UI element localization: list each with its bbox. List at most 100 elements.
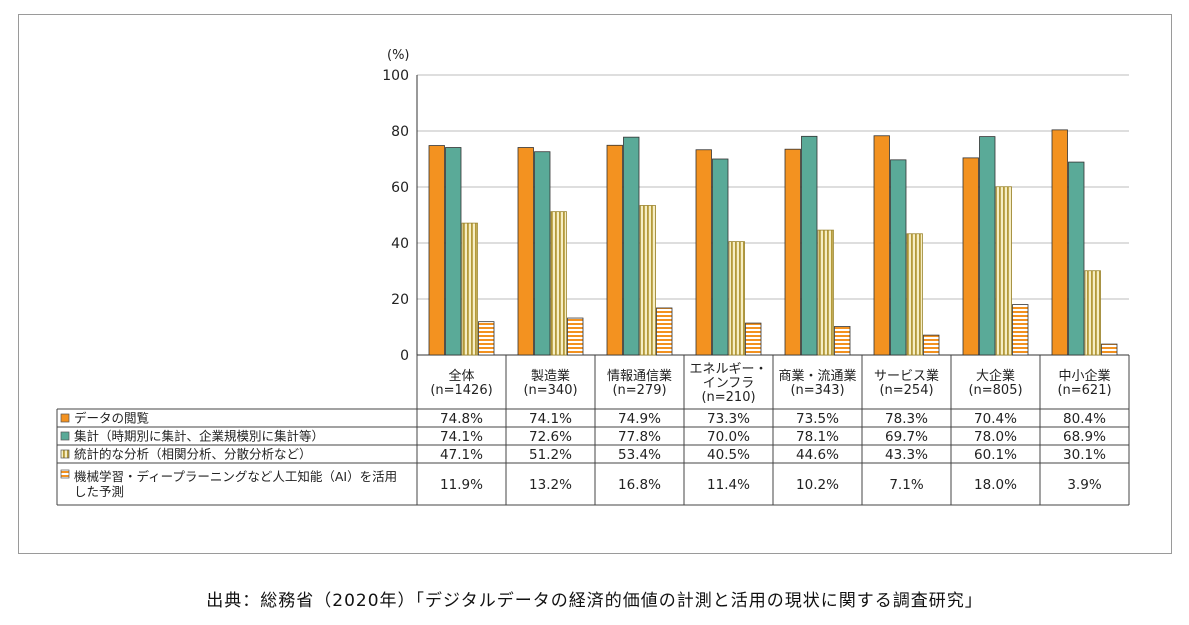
bar <box>1012 304 1029 356</box>
data-label: 72.6% <box>529 429 572 445</box>
data-label: 18.0% <box>974 477 1017 493</box>
bar <box>623 136 640 356</box>
category-label: (n=279) <box>612 383 666 398</box>
data-label: 13.2% <box>529 477 572 493</box>
bar <box>873 135 890 356</box>
bar <box>890 159 907 356</box>
category-label: (n=621) <box>1057 383 1111 398</box>
bar <box>962 157 979 356</box>
category-label: (n=254) <box>879 383 933 398</box>
bar <box>834 326 851 356</box>
bar <box>639 205 656 356</box>
category-label: (n=343) <box>790 383 844 398</box>
bar <box>1051 129 1068 356</box>
legend-label: 統計的な分析（相関分析、分散分析など） <box>74 447 312 462</box>
legend-swatch <box>60 469 70 479</box>
legend-label: 集計（時期別に集計、企業規模別に集計等） <box>74 429 324 444</box>
legend-label: データの閲覧 <box>74 411 149 426</box>
data-label: 11.4% <box>707 477 750 493</box>
legend-swatch <box>60 431 70 441</box>
category-label: サービス業 <box>874 368 939 384</box>
y-tick-label: 20 <box>391 292 409 308</box>
data-label: 3.9% <box>1067 477 1101 493</box>
data-label: 60.1% <box>974 447 1017 463</box>
bar <box>534 151 551 356</box>
data-label: 10.2% <box>796 477 839 493</box>
data-label: 73.3% <box>707 411 750 427</box>
category-label: インフラ <box>703 376 755 391</box>
bar <box>923 334 940 356</box>
labels: (%) 0 20 40 60 80 100 全体(n=1426) 製造業(n=340) 情報通信業… <box>74 48 1112 499</box>
data-label: 47.1% <box>440 447 483 463</box>
bar <box>995 186 1012 356</box>
category-label: (n=210) <box>701 390 755 405</box>
legend-swatch <box>60 449 70 459</box>
bar <box>728 241 745 356</box>
bar <box>656 307 673 356</box>
data-label: 7.1% <box>889 477 923 493</box>
bar <box>478 321 495 356</box>
data-label: 68.9% <box>1063 429 1106 445</box>
source-note: 出典：総務省（2020年）「デジタルデータの経済的価値の計測と活用の現状に関する… <box>206 591 983 611</box>
y-unit-label: (%) <box>387 48 410 63</box>
data-label: 43.3% <box>885 447 928 463</box>
data-label: 30.1% <box>1063 447 1106 463</box>
category-label: (n=805) <box>968 383 1022 398</box>
bar <box>906 233 923 356</box>
bar <box>517 147 534 356</box>
data-label: 40.5% <box>707 447 750 463</box>
y-tick-label: 80 <box>391 124 409 140</box>
category-label: 全体 <box>448 368 474 384</box>
bar <box>606 144 623 356</box>
y-tick-label: 40 <box>391 236 409 252</box>
bar <box>445 147 462 356</box>
y-tick-label: 100 <box>382 68 409 84</box>
category-label: 情報通信業 <box>607 368 672 384</box>
category-label: 商業・流通業 <box>778 368 856 384</box>
bar <box>1068 161 1085 356</box>
category-label: 大企業 <box>976 368 1015 384</box>
legend-swatch <box>60 413 70 423</box>
bar <box>712 158 729 356</box>
data-label: 53.4% <box>618 447 661 463</box>
bar <box>567 317 584 356</box>
bar <box>784 148 801 356</box>
data-label: 73.5% <box>796 411 839 427</box>
data-label: 74.1% <box>440 429 483 445</box>
bar <box>695 149 712 356</box>
chart-svg: (%) 0 20 40 60 80 100 全体(n=1426) 製造業(n=340) 情報通信業… <box>56 48 1130 506</box>
data-label: 77.8% <box>618 429 661 445</box>
data-table <box>56 355 1130 506</box>
bar <box>745 322 762 356</box>
bar <box>801 135 818 356</box>
bar <box>461 222 478 356</box>
bar <box>817 229 834 356</box>
bar <box>550 211 567 356</box>
data-label: 74.9% <box>618 411 661 427</box>
category-label: (n=1426) <box>430 383 492 398</box>
bar <box>1084 270 1101 356</box>
data-label: 74.8% <box>440 411 483 427</box>
category-label: 中小企業 <box>1058 368 1110 384</box>
bar <box>1101 343 1118 356</box>
y-tick-label: 0 <box>400 348 409 364</box>
data-label: 51.2% <box>529 447 572 463</box>
data-label: 78.1% <box>796 429 839 445</box>
bar <box>979 136 996 356</box>
data-label: 16.8% <box>618 477 661 493</box>
data-label: 69.7% <box>885 429 928 445</box>
category-label: エネルギー・ <box>689 362 767 377</box>
chart-frame: (%) 0 20 40 60 80 100 全体 (n=1426) 製造業 (n=340) 情報通信業… <box>18 14 1172 554</box>
data-label: 11.9% <box>440 477 483 493</box>
legend-label: 機械学習・ディープラーニングなど人工知能（AI）を活用 <box>74 469 397 484</box>
data-label: 80.4% <box>1063 411 1106 427</box>
category-label: (n=340) <box>523 383 577 398</box>
y-tick-label: 60 <box>391 180 409 196</box>
data-label: 74.1% <box>529 411 572 427</box>
legend-label: した予測 <box>74 484 124 499</box>
data-label: 70.4% <box>974 411 1017 427</box>
data-label: 70.0% <box>707 429 750 445</box>
data-label: 78.3% <box>885 411 928 427</box>
data-label: 44.6% <box>796 447 839 463</box>
data-label: 78.0% <box>974 429 1017 445</box>
